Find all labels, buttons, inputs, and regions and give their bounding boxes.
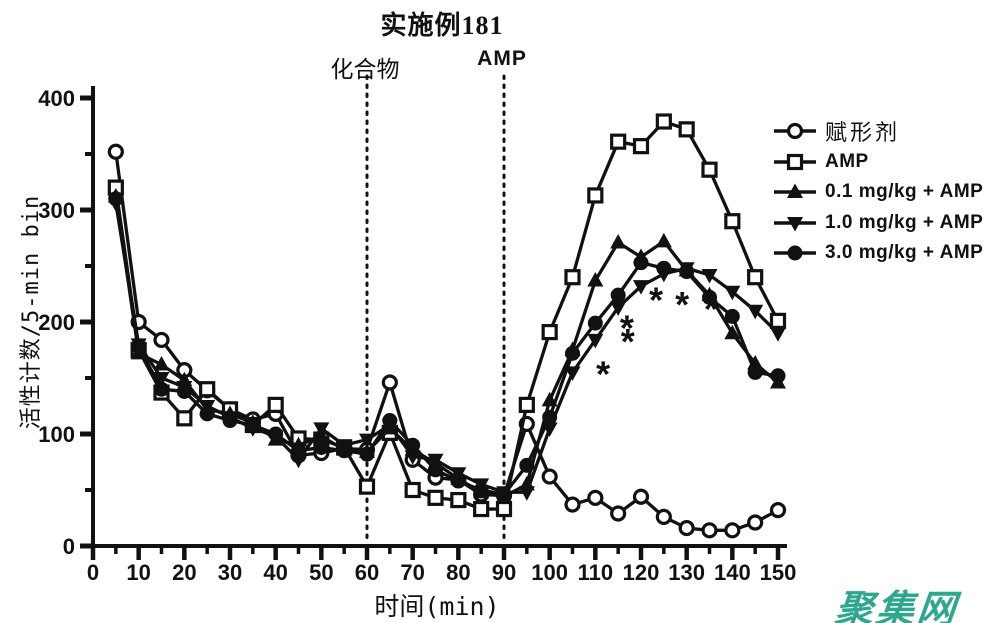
series-3 [107,197,786,501]
svg-text:110: 110 [578,560,614,585]
legend-item-4: 3.0 mg/kg + AMP [772,238,983,269]
svg-text:0: 0 [87,560,99,585]
svg-text:150: 150 [760,560,797,585]
svg-text:400: 400 [38,86,75,111]
series-0 [107,143,787,539]
x-axis-title: 时间(min) [374,592,500,621]
svg-text:*: * [675,284,689,325]
compound-vline-label: 化合物 [330,57,400,82]
svg-text:*: * [649,279,663,320]
legend-label: 赋形剂 [825,120,901,146]
svg-text:10: 10 [126,560,150,585]
legend-label: AMP [825,150,869,172]
svg-text:80: 80 [446,560,470,585]
svg-text:0: 0 [63,534,75,559]
svg-text:300: 300 [38,198,75,223]
svg-text:*: * [620,307,634,348]
svg-text:70: 70 [400,560,424,585]
series-4 [108,191,786,502]
filled-triangle-down-icon [774,216,816,232]
svg-text:100: 100 [38,422,75,447]
svg-text:50: 50 [309,560,333,585]
svg-text:*: * [704,288,718,329]
svg-text:*: * [596,353,610,394]
svg-text:90: 90 [492,560,516,585]
legend-item-3: 1.0 mg/kg + AMP [772,208,983,239]
svg-text:120: 120 [623,560,660,585]
axes: 0 100 200 300 400 0 10 20 30 40 50 60 70 80 90 100 110 12… [38,86,796,585]
filled-triangle-up-icon [774,183,816,199]
event-vlines [365,74,506,546]
legend-item-0: 赋形剂 [772,116,983,147]
legend: 赋形剂 AMP 0.1 mg/kg + AMP 1.0 mg/kg + AMP 3.0 … [772,116,983,269]
filled-circle-icon [774,245,816,261]
svg-text:40: 40 [263,560,287,585]
legend-label: 1.0 mg/kg + AMP [825,211,984,233]
legend-label: 0.1 mg/kg + AMP [825,181,984,203]
legend-label: 3.0 mg/kg + AMP [825,242,984,264]
significance-asterisks: **** * * [596,279,718,394]
svg-text:30: 30 [218,560,242,585]
legend-item-2: 0.1 mg/kg + AMP [772,177,983,208]
open-circle-icon [774,123,816,140]
svg-text:20: 20 [172,560,196,585]
series-2 [107,188,786,503]
amp-vline-label: AMP [477,47,527,70]
svg-text:140: 140 [714,560,751,585]
svg-text:*: * [621,321,635,362]
svg-text:200: 200 [38,310,75,335]
chart-title: 实施例181 [380,11,504,40]
svg-text:100: 100 [531,560,568,585]
watermark: 聚集网 [832,589,961,623]
svg-text:130: 130 [668,560,705,585]
open-square-icon [774,153,816,170]
svg-text:60: 60 [355,560,379,585]
legend-item-1: AMP [772,147,983,178]
